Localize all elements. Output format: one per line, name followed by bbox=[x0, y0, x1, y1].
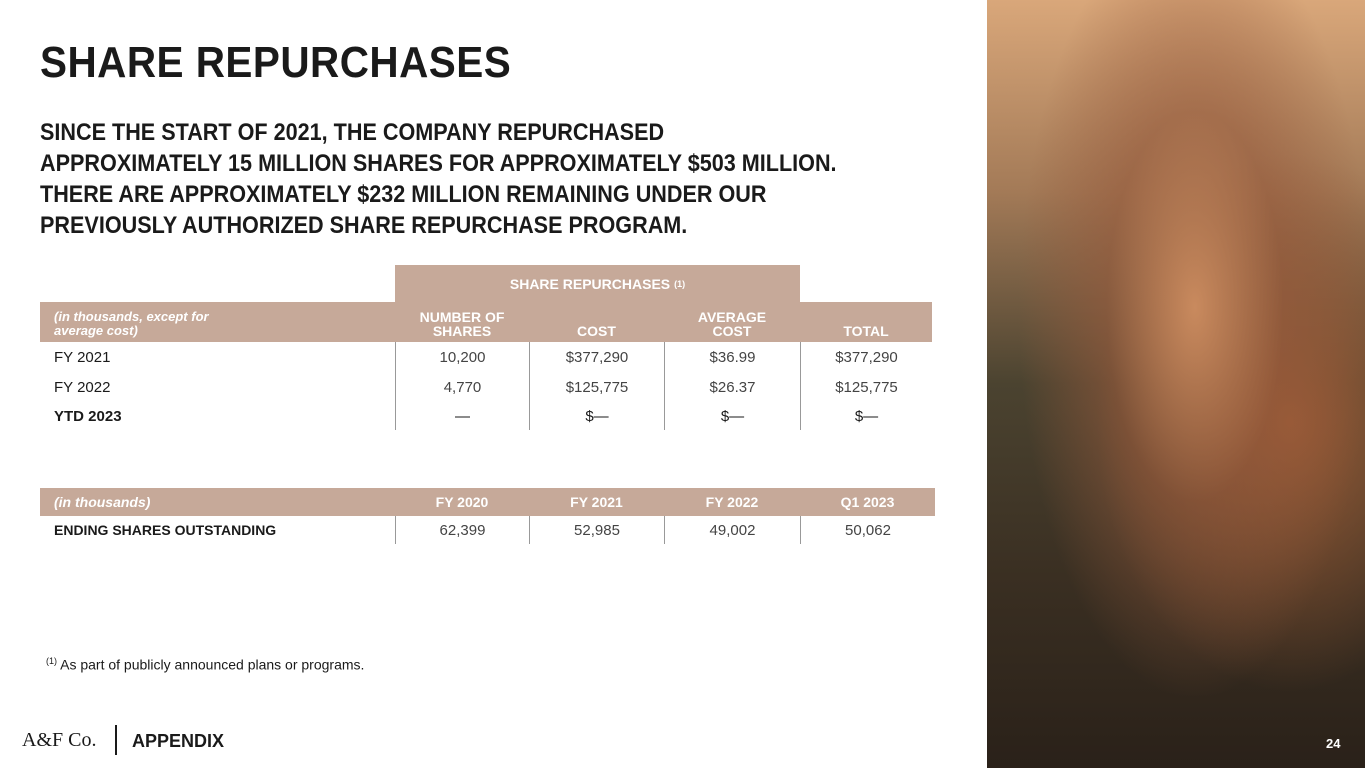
column-header: FY 2021 bbox=[529, 488, 664, 516]
group-header-text: SHARE REPURCHASES bbox=[509, 275, 671, 292]
divider bbox=[115, 725, 117, 755]
table-cell: YTD 2023 bbox=[54, 407, 122, 425]
table-cell: — bbox=[395, 402, 529, 430]
summary-line: APPROXIMATELY 15 MILLION SHARES FOR APPR… bbox=[40, 150, 837, 177]
table-cell: $— bbox=[800, 402, 932, 430]
table-cell: $— bbox=[529, 402, 664, 430]
section-label: APPENDIX bbox=[132, 731, 225, 751]
table-cell: ENDING SHARES OUTSTANDING bbox=[54, 522, 277, 538]
summary: SINCE THE START OF 2021, THE COMPANY REP… bbox=[40, 117, 837, 241]
table-cell: 49,002 bbox=[664, 516, 800, 544]
table-cell: $36.99 bbox=[664, 342, 800, 372]
column-header: TOTAL bbox=[800, 302, 932, 342]
footnote: (1) As part of publicly announced plans … bbox=[46, 656, 364, 673]
table-cell: FY 2021 bbox=[54, 348, 111, 366]
photo bbox=[987, 0, 1365, 768]
table-cell: $125,775 bbox=[800, 372, 932, 402]
table-cell: $377,290 bbox=[800, 342, 932, 372]
summary-line: THERE ARE APPROXIMATELY $232 MILLION REM… bbox=[40, 181, 767, 208]
page-number: 24 bbox=[1326, 736, 1341, 751]
column-header: FY 2022 bbox=[664, 488, 800, 516]
footnote-marker: (1) bbox=[46, 656, 57, 666]
column-header: AVERAGE COST bbox=[664, 302, 800, 342]
table-cell: 4,770 bbox=[395, 372, 529, 402]
summary-line: SINCE THE START OF 2021, THE COMPANY REP… bbox=[40, 119, 665, 146]
summary-line: PREVIOUSLY AUTHORIZED SHARE REPURCHASE P… bbox=[40, 212, 688, 239]
column-header: FY 2020 bbox=[395, 488, 529, 516]
table-cell: $125,775 bbox=[529, 372, 664, 402]
table-cell: 50,062 bbox=[800, 516, 935, 544]
column-header: (in thousands, except for average cost) bbox=[40, 302, 395, 342]
table-cell: $377,290 bbox=[529, 342, 664, 372]
table-cell: FY 2022 bbox=[54, 378, 111, 396]
table-cell: $— bbox=[664, 402, 800, 430]
table-cell: $26.37 bbox=[664, 372, 800, 402]
column-header: COST bbox=[529, 302, 664, 342]
group-header: SHARE REPURCHASES (1) bbox=[395, 265, 800, 302]
footnote-text: As part of publicly announced plans or p… bbox=[60, 656, 365, 673]
table-cell: 52,985 bbox=[529, 516, 664, 544]
column-header: NUMBER OF SHARES bbox=[395, 302, 529, 342]
logo: A&F Co. bbox=[22, 729, 97, 751]
title: SHARE REPURCHASES bbox=[40, 38, 512, 87]
group-note: (1) bbox=[674, 278, 686, 289]
column-header: Q1 2023 bbox=[800, 488, 935, 516]
table-cell: 10,200 bbox=[395, 342, 529, 372]
column-header: (in thousands) bbox=[40, 488, 395, 516]
table-cell: 62,399 bbox=[395, 516, 529, 544]
